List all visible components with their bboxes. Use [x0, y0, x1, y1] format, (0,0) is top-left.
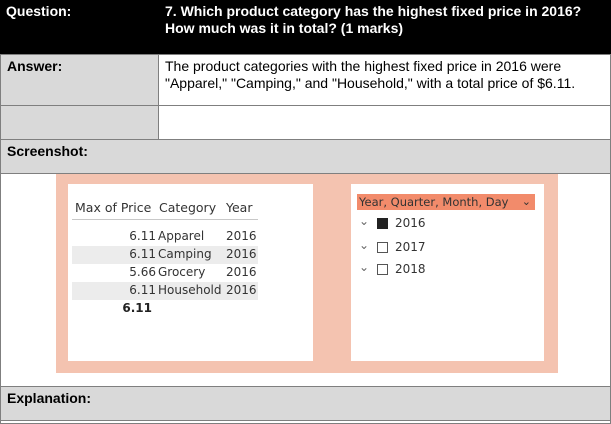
col-header-price[interactable]: Max of Price	[75, 200, 152, 215]
col-header-category[interactable]: Category	[159, 200, 217, 215]
slicer-item-label: 2016	[395, 216, 426, 230]
cell-price: 5.66	[129, 265, 156, 279]
expand-chevron-icon[interactable]: ⌄	[359, 238, 370, 252]
cell-year: 2016	[226, 265, 257, 279]
screenshot-label: Screenshot:	[7, 143, 88, 159]
cell-price: 6.11	[129, 283, 156, 297]
explanation-label-cell: Explanation:	[0, 386, 611, 421]
header-divider	[72, 219, 258, 220]
answer-text: The product categories with the highest …	[165, 58, 576, 91]
slicer-item-label: 2018	[395, 262, 426, 276]
cell-category: Grocery	[158, 265, 206, 279]
question-label-cell: Question:	[0, 0, 159, 54]
table-row[interactable]: 6.11 Apparel 2016	[72, 228, 258, 246]
explanation-label: Explanation:	[7, 390, 92, 406]
question-label: Question:	[6, 3, 72, 19]
slicer-title: Year, Quarter, Month, Day	[359, 195, 509, 209]
answer-text-cell: The product categories with the highest …	[158, 54, 611, 106]
chevron-down-icon[interactable]: ⌄	[521, 195, 531, 208]
report-canvas: Max of Price Category Year 6.11 Apparel …	[56, 174, 558, 373]
expand-chevron-icon[interactable]: ⌄	[359, 214, 370, 228]
question-text: 7. Which product category has the highes…	[165, 3, 582, 36]
checkbox[interactable]	[377, 218, 388, 229]
table-row[interactable]: 6.11 Household 2016	[72, 282, 258, 300]
slicer-header[interactable]: Year, Quarter, Month, Day ⌄	[357, 194, 535, 210]
answer-label-cell: Answer:	[0, 54, 159, 106]
cell-category: Apparel	[158, 229, 205, 243]
answer-label: Answer:	[7, 58, 63, 74]
cell-price: 6.11	[129, 229, 156, 243]
table-row[interactable]: 5.66 Grocery 2016	[72, 264, 258, 282]
question-text-cell: 7. Which product category has the highes…	[159, 0, 611, 54]
cell-category: Camping	[158, 247, 212, 261]
cell-price: 6.11	[129, 247, 156, 261]
cell-year: 2016	[226, 229, 257, 243]
table-total: 6.11	[122, 301, 152, 315]
empty-value-cell	[158, 105, 611, 140]
checkbox[interactable]	[377, 242, 388, 253]
screenshot-label-cell: Screenshot:	[0, 139, 611, 174]
cell-category: Household	[158, 283, 222, 297]
expand-chevron-icon[interactable]: ⌄	[359, 260, 370, 274]
table-visual: Max of Price Category Year 6.11 Apparel …	[68, 184, 313, 361]
cell-year: 2016	[226, 247, 257, 261]
explanation-value-cell	[0, 420, 611, 424]
cell-year: 2016	[226, 283, 257, 297]
empty-label-cell	[0, 105, 159, 140]
table-row[interactable]: 6.11 Camping 2016	[72, 246, 258, 264]
date-slicer: Year, Quarter, Month, Day ⌄ ⌄ 2016 ⌄ 201…	[351, 184, 544, 361]
slicer-item-label: 2017	[395, 240, 426, 254]
col-header-year[interactable]: Year	[226, 200, 253, 215]
checkbox[interactable]	[377, 264, 388, 275]
